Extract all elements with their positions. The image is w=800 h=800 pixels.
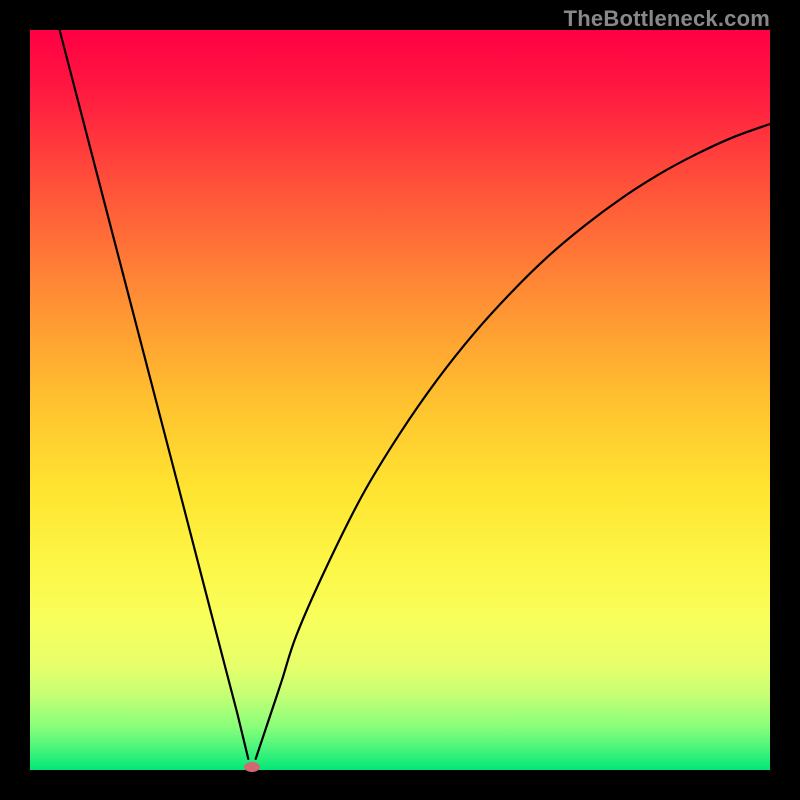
minimum-marker (244, 762, 260, 772)
chart-background (30, 30, 770, 770)
bottleneck-chart: TheBottleneck.com (0, 0, 800, 800)
chart-svg (0, 0, 800, 800)
watermark-text: TheBottleneck.com (564, 6, 770, 32)
